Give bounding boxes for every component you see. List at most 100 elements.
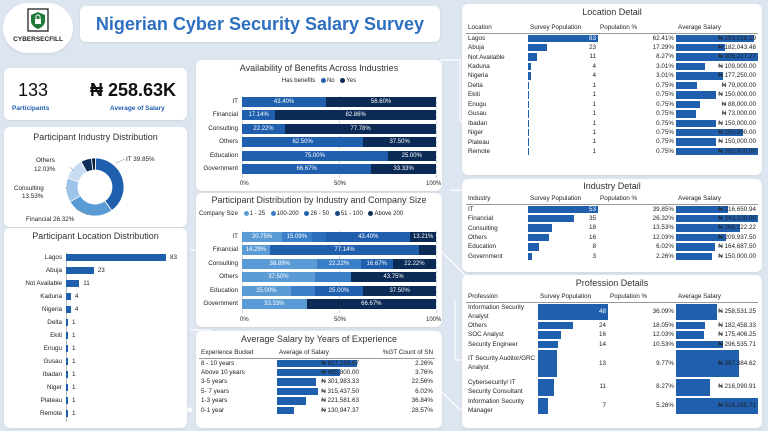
company-segment[interactable]: 37.50% — [363, 285, 436, 296]
company-segment[interactable] — [419, 245, 436, 256]
experience-header[interactable]: Experience Bucket — [199, 347, 277, 359]
location-detail-row[interactable]: Not Available 11 8.27% ₦ 306,227.27 — [466, 52, 758, 61]
benefits-bar-row: 17.14% 82.86% — [242, 110, 436, 121]
company-segment[interactable]: 25.00% — [242, 285, 291, 296]
company-segment[interactable]: 43.75% — [351, 272, 436, 283]
profession-detail-header[interactable]: Profession — [466, 291, 538, 303]
industry-detail-row[interactable]: Financial 35 26.32% ₦ 343,100.00 — [466, 214, 758, 223]
profession-detail-header[interactable]: Survey Population — [538, 291, 608, 303]
industry-detail-header[interactable]: Population % — [598, 193, 676, 205]
benefits-segment[interactable]: 82.86% — [275, 110, 436, 121]
company-segment[interactable]: 16.67% — [360, 258, 393, 269]
donut-slice-government[interactable] — [91, 157, 96, 171]
industry-detail-row[interactable]: Others 16 12.03% ₦ 209,937.50 — [466, 233, 758, 242]
location-detail-row[interactable]: Niger 1 0.75% ₦ 250,000.00 — [466, 128, 758, 137]
location-detail-row[interactable]: Nigeria 4 3.01% ₦ 177,250.00 — [466, 71, 758, 80]
location-dist-bar[interactable] — [66, 345, 68, 352]
location-detail-row[interactable]: Lagos 83 62.41% ₦ 293,018.19 — [466, 33, 758, 43]
profession-detail-salary-value: ₦ 518,285.71 — [718, 402, 756, 410]
industry-detail-row[interactable]: Consulting 18 13.53% ₦ 268,222.22 — [466, 223, 758, 232]
benefits-segment[interactable]: 66.67% — [242, 164, 372, 174]
benefits-segment[interactable]: 62.50% — [242, 137, 364, 148]
company-segment[interactable] — [311, 232, 327, 242]
location-detail-row[interactable]: Ibadan 1 0.75% ₦ 150,000.00 — [466, 119, 758, 128]
benefits-segment[interactable]: 22.22% — [242, 123, 286, 134]
company-segment[interactable]: 15.09% — [282, 232, 312, 242]
location-dist-bar[interactable] — [66, 280, 80, 287]
profession-detail-row[interactable]: Security Engineer 14 10.53% ₦ 296,535.71 — [466, 340, 758, 349]
company-segment[interactable]: 20.75% — [242, 232, 283, 242]
location-detail-row[interactable]: Kaduna 4 3.01% ₦ 109,000.00 — [466, 62, 758, 71]
location-detail-row[interactable]: Plateau 1 0.75% ₦ 150,000.00 — [466, 137, 758, 146]
donut-slice-it[interactable] — [94, 157, 125, 212]
location-detail-row[interactable]: Delta 1 0.75% ₦ 79,000.00 — [466, 81, 758, 90]
industry-detail-row[interactable]: Education 8 6.02% ₦ 164,687.50 — [466, 242, 758, 251]
location-detail-row[interactable]: Remote 1 0.75% ₦ 350,000.00 — [466, 147, 758, 156]
benefits-segment[interactable]: 17.14% — [242, 110, 276, 121]
location-detail-row[interactable]: Gusau 1 0.75% ₦ 73,000.00 — [466, 109, 758, 118]
company-segment[interactable]: 22.22% — [317, 258, 361, 269]
company-segment[interactable]: 77.14% — [269, 245, 420, 256]
company-segment[interactable]: 33.33% — [242, 299, 307, 309]
location-dist-bar[interactable] — [66, 306, 71, 313]
company-segment[interactable]: 38.89% — [242, 258, 318, 269]
location-detail-header[interactable]: Survey Population — [528, 22, 598, 34]
location-dist-bar[interactable] — [66, 371, 68, 378]
profession-detail-header[interactable]: Population % — [608, 291, 676, 303]
location-dist-bar[interactable] — [66, 254, 166, 261]
benefits-segment[interactable]: 77.78% — [285, 123, 436, 134]
location-detail-row[interactable]: Ekiti 1 0.75% ₦ 150,000.00 — [466, 90, 758, 99]
industry-detail-header[interactable]: Average Salary — [676, 193, 758, 205]
location-dist-bar[interactable] — [66, 293, 71, 300]
location-dist-bar[interactable] — [66, 397, 68, 404]
benefits-segment[interactable]: 37.50% — [363, 137, 436, 148]
industry-detail-row[interactable]: IT 53 39.85% ₦ 216,650.94 — [466, 204, 758, 214]
location-detail-header[interactable]: Average Salary — [676, 22, 758, 34]
benefits-segment[interactable]: 25.00% — [387, 150, 436, 161]
location-dist-bar[interactable] — [66, 358, 68, 365]
profession-detail-row[interactable]: IT Security Auditor/GRC Analyst 13 9.77% ₦ … — [466, 349, 758, 377]
location-dist-bar[interactable] — [66, 384, 68, 391]
company-segment[interactable] — [290, 285, 315, 296]
benefits-segment[interactable]: 43.40% — [242, 97, 327, 107]
location-detail-header[interactable]: Population % — [598, 22, 676, 34]
experience-row[interactable]: 8 - 10 years ₦ 617,166.67 2.26% — [199, 358, 435, 368]
experience-header[interactable]: %GT Count of SN — [361, 347, 435, 359]
company-segment[interactable]: 22.22% — [392, 258, 436, 269]
company-segment[interactable]: 37.50% — [242, 272, 315, 283]
benefits-segment[interactable]: 33.33% — [371, 164, 436, 174]
company-segment[interactable]: 13.21% — [410, 232, 436, 242]
benefits-segment[interactable]: 75.00% — [242, 150, 388, 161]
donut-slice-financial[interactable] — [69, 195, 113, 217]
profession-detail-row[interactable]: SOC Analyst 16 12.03% ₦ 175,406.25 — [466, 330, 758, 339]
location-detail-row[interactable]: Enugu 1 0.75% ₦ 88,000.00 — [466, 100, 758, 109]
experience-row[interactable]: 3-5 years ₦ 301,983.33 22.56% — [199, 377, 435, 386]
company-segment[interactable]: 25.00% — [314, 285, 364, 296]
profession-detail-row[interactable]: Others 24 18.05% ₦ 182,458.33 — [466, 321, 758, 330]
experience-row[interactable]: 0-1 year ₦ 130,947.37 28.57% — [199, 406, 435, 415]
experience-row[interactable]: 5- 7 years ₦ 315,437.50 6.02% — [199, 387, 435, 396]
company-segment[interactable]: 66.67% — [306, 299, 436, 309]
industry-detail-row[interactable]: Government 3 2.26% ₦ 150,000.00 — [466, 252, 758, 261]
experience-row[interactable]: Above 10 years ₦ 485,800.00 3.76% — [199, 368, 435, 377]
company-segment[interactable]: 14.29% — [242, 245, 270, 256]
location-dist-bar[interactable] — [66, 267, 94, 274]
profession-detail-row[interactable]: Information Security Analyst 48 36.09% ₦ 25… — [466, 302, 758, 321]
company-segment[interactable] — [314, 272, 352, 283]
experience-header[interactable]: Average of Salary — [277, 347, 361, 359]
location-detail-pct: 0.75% — [656, 119, 674, 127]
location-dist-bar[interactable] — [66, 410, 68, 417]
profession-detail-row[interactable]: Information Security Manager 7 5.26% ₦ 518,… — [466, 397, 758, 416]
benefits-segment[interactable]: 56.60% — [326, 97, 436, 107]
industry-detail-header[interactable]: Industry — [466, 193, 528, 205]
location-detail-header[interactable]: Location — [466, 22, 528, 34]
experience-row[interactable]: 1-3 years ₦ 221,581.63 36.84% — [199, 396, 435, 405]
location-dist-bar[interactable] — [66, 332, 68, 339]
company-segment[interactable]: 43.40% — [326, 232, 411, 242]
industry-detail-header[interactable]: Survey Population — [528, 193, 598, 205]
industry-donut-chart[interactable]: IT 39.85% Financial 26.32% Consulting13.53… — [4, 127, 187, 227]
profession-detail-row[interactable]: Cybersecurity/ IT Security Consultant 11 8… — [466, 378, 758, 397]
profession-detail-header[interactable]: Average Salary — [676, 291, 758, 303]
location-detail-row[interactable]: Abuja 23 17.29% ₦ 182,043.48 — [466, 43, 758, 52]
location-dist-bar[interactable] — [66, 319, 68, 326]
